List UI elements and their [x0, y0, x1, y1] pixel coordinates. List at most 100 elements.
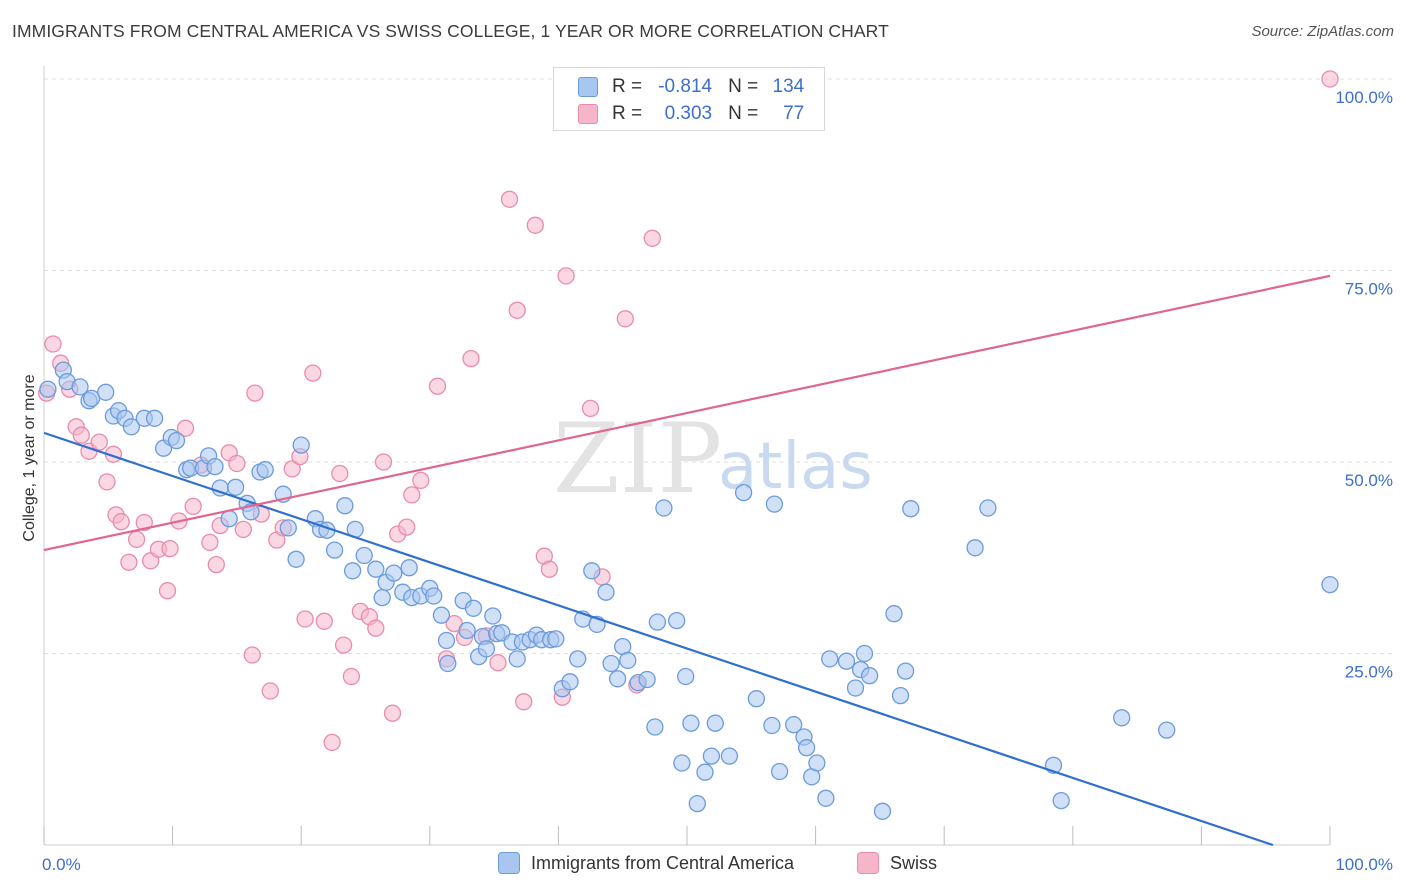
central-america-point: [425, 587, 443, 605]
central-america-point: [785, 716, 803, 734]
swiss-point: [383, 704, 402, 722]
x-tick-label: 100.0%: [1335, 855, 1393, 874]
correlation-legend: R = -0.814 N = 134 R = 0.303 N = 77: [553, 67, 825, 131]
central-america-point: [646, 718, 664, 736]
central-america-point: [817, 789, 835, 807]
legend-n-value: 77: [783, 103, 805, 124]
central-america-point: [720, 747, 739, 765]
legend-r-label: R =: [612, 103, 643, 124]
swiss-point: [112, 513, 130, 531]
legend-r-value: 0.303: [664, 103, 713, 124]
swiss-point: [374, 453, 393, 471]
legend-r-label: R =: [612, 76, 643, 97]
central-america-point: [561, 673, 579, 691]
central-america-point: [256, 461, 274, 479]
swiss-point: [557, 267, 575, 285]
central-america-point: [464, 599, 483, 617]
swiss-point: [403, 486, 421, 504]
y-axis-label: College, 1 year or more: [21, 374, 38, 542]
central-america-point: [860, 667, 879, 685]
swiss-point: [98, 473, 116, 491]
swiss-point: [72, 426, 90, 444]
swiss-point: [246, 384, 264, 402]
central-america-point: [39, 380, 57, 398]
swiss-point: [315, 612, 333, 630]
central-america-points: [39, 361, 1339, 820]
central-america-point: [206, 457, 224, 476]
central-america-point: [608, 670, 627, 688]
swiss-trend-line: [43, 274, 1331, 552]
central-america-point: [808, 754, 826, 772]
series-label-swiss: Swiss: [890, 852, 938, 873]
central-america-point: [385, 564, 403, 582]
swiss-point: [643, 229, 661, 247]
legend-row-central-america: R = -0.814 N = 134: [554, 73, 804, 101]
central-america-point: [837, 652, 856, 670]
axes: [43, 66, 1331, 846]
swiss-point: [500, 190, 519, 208]
central-america-point: [846, 679, 865, 697]
central-america-point: [747, 690, 766, 708]
central-america-point: [458, 621, 476, 640]
swiss-point: [296, 610, 314, 628]
swiss-point: [508, 301, 526, 319]
central-america-point: [1321, 575, 1339, 594]
swiss-point: [323, 733, 341, 752]
swiss-point: [90, 433, 108, 451]
swiss-point: [412, 471, 430, 490]
swiss-point: [184, 497, 202, 516]
swiss-point: [158, 582, 177, 600]
swiss-point: [398, 518, 416, 536]
swiss-point: [234, 520, 252, 539]
central-america-point: [677, 667, 695, 686]
central-america-point: [765, 495, 784, 513]
central-america-point: [325, 541, 344, 559]
legend-n-value: 134: [772, 76, 805, 97]
central-america-point: [508, 650, 526, 668]
swiss-point: [342, 667, 361, 686]
central-america-point: [673, 754, 691, 772]
central-america-point: [220, 510, 238, 528]
tick-labels: 25.0% 50.0% 75.0% 100.0% 0.0% 100.0%: [42, 88, 1393, 874]
central-america-point: [821, 650, 839, 668]
central-america-point: [439, 654, 457, 673]
central-america-point: [668, 611, 686, 630]
central-america-point: [885, 605, 903, 623]
legend-n-label: N =: [728, 76, 759, 97]
swiss-point: [304, 364, 322, 382]
trend-lines: [43, 274, 1331, 847]
central-america-point: [122, 418, 141, 436]
swiss-point: [331, 464, 349, 483]
central-america-point: [648, 613, 667, 631]
swiss-point: [161, 539, 179, 558]
watermark-zip-text: ZIP: [553, 403, 722, 515]
series-legend-swiss[interactable]: Swiss: [857, 852, 937, 874]
swiss-point: [581, 399, 600, 418]
central-america-point: [896, 662, 915, 680]
central-america-point: [97, 383, 115, 401]
x-tick-label: 0.0%: [42, 855, 81, 874]
central-america-point: [432, 606, 451, 624]
central-america-point: [292, 436, 310, 454]
series-legend-central-america[interactable]: Immigrants from Central America: [498, 852, 794, 874]
central-america-point: [71, 378, 89, 396]
y-tick-label: 100.0%: [1335, 88, 1393, 107]
legend-swatch-blue: [578, 77, 598, 97]
legend-row-swiss: R = 0.303 N = 77: [554, 100, 804, 128]
central-america-point: [873, 802, 892, 820]
central-america-point: [569, 650, 587, 668]
central-america-point: [167, 431, 186, 450]
central-america-point: [638, 670, 656, 689]
swiss-point: [127, 530, 146, 549]
central-america-point: [1113, 709, 1131, 727]
central-america-point: [619, 651, 637, 670]
central-america-point: [966, 539, 984, 557]
swiss-point: [515, 693, 533, 711]
swiss-point: [616, 310, 634, 328]
central-america-point: [855, 644, 874, 663]
central-america-point: [797, 739, 816, 757]
central-america-point: [770, 762, 789, 781]
legend-r-value: -0.814: [658, 76, 713, 97]
y-tick-label: 50.0%: [1345, 471, 1393, 490]
